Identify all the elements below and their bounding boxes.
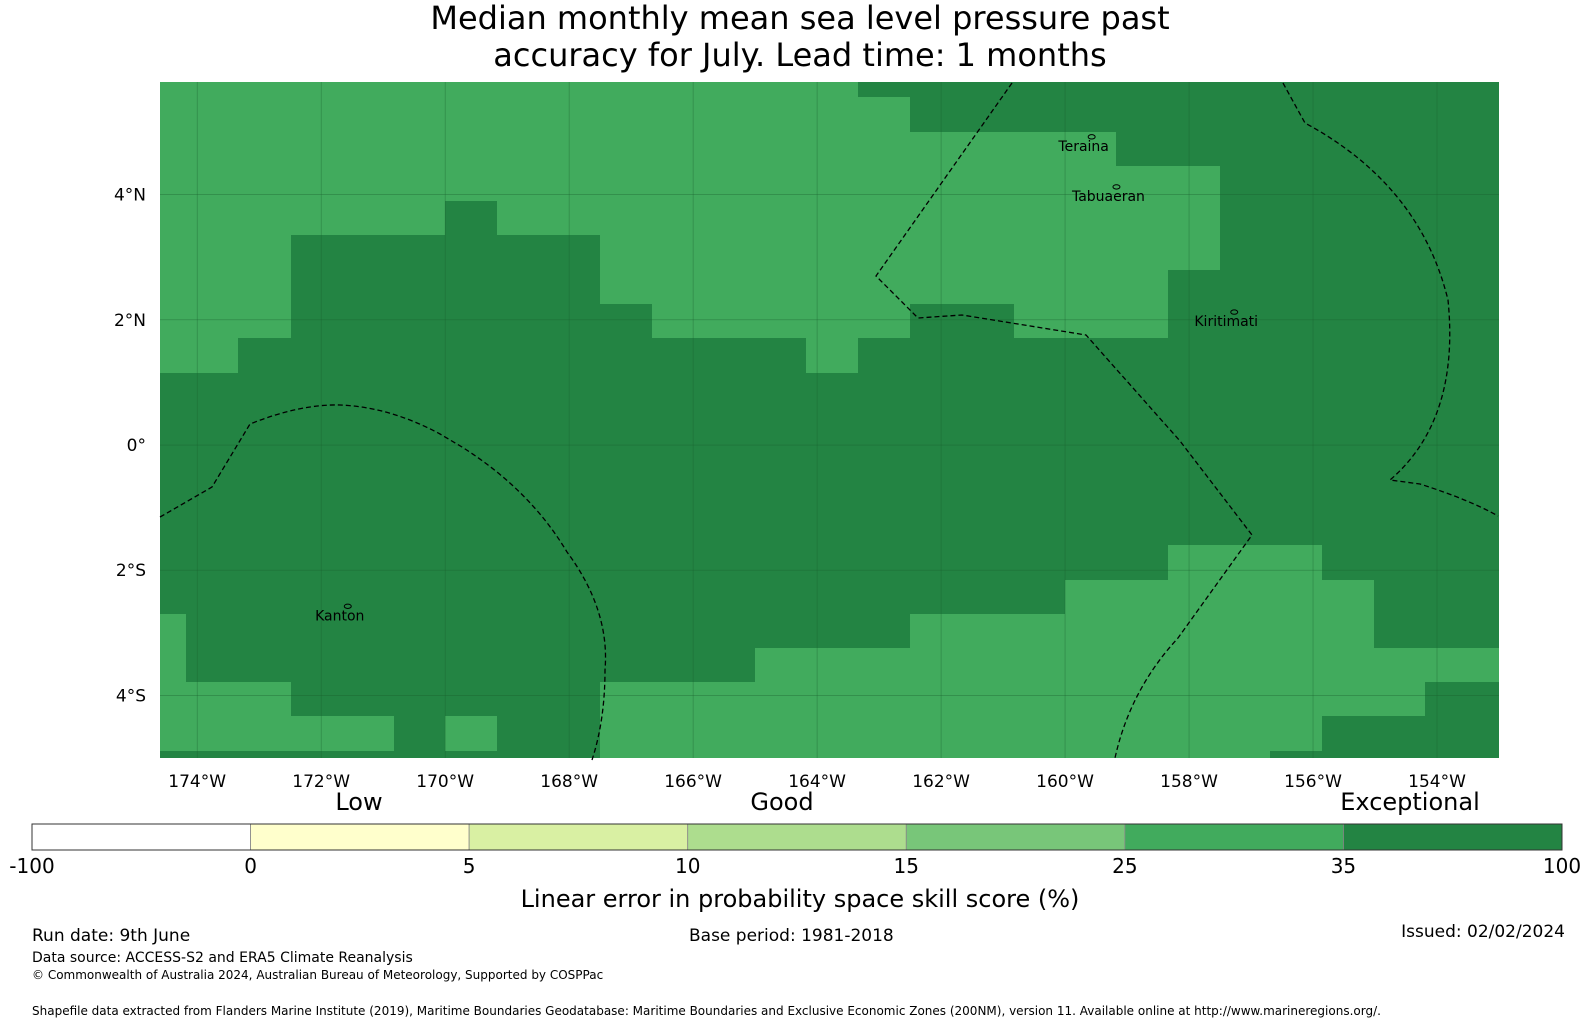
eez-boundary-kiritimati bbox=[1282, 82, 1499, 517]
map-gridlines bbox=[160, 82, 1499, 758]
colorbar-band bbox=[1124, 823, 1344, 851]
colorbar-tick-label: 15 bbox=[894, 854, 919, 878]
lon-tick-label: 154°W bbox=[1408, 772, 1466, 792]
colorbar-band bbox=[31, 823, 251, 851]
colorbar-category-label: Low bbox=[335, 788, 382, 816]
colorbar-tick-label: 5 bbox=[463, 854, 476, 878]
lon-tick-label: 164°W bbox=[788, 772, 846, 792]
island-outline bbox=[343, 603, 352, 609]
map-panel: Teraina Tabuaeran Kiritimati Kanton 4°N 2°N 0… bbox=[114, 82, 1499, 792]
lon-tick-label: 172°W bbox=[292, 772, 350, 792]
lon-tick-label: 174°W bbox=[168, 772, 226, 792]
colorbar-label: Linear error in probability space skill … bbox=[520, 885, 1080, 913]
lat-tick-label: 2°S bbox=[116, 561, 146, 581]
eez-boundaries bbox=[159, 82, 1499, 761]
colorbar-band bbox=[468, 823, 689, 851]
lat-tick-label: 4°N bbox=[114, 186, 146, 206]
colorbar-tick-label: 10 bbox=[675, 854, 700, 878]
colorbar-band bbox=[250, 823, 470, 851]
lat-tick-label: 0° bbox=[127, 436, 146, 456]
shapefile-credit: Shapefile data extracted from Flanders M… bbox=[32, 1004, 1381, 1018]
issued-date: Issued: 02/02/2024 bbox=[1401, 922, 1565, 942]
colorbar: Low Good Exceptional -100 0 5 10 15 25 35 100 bbox=[9, 788, 1581, 878]
colorbar-tick-label: 25 bbox=[1112, 854, 1137, 878]
colorbar-categories: Low Good Exceptional bbox=[335, 788, 1479, 816]
island-label: Kanton bbox=[315, 608, 364, 624]
lon-tick-label: 166°W bbox=[664, 772, 722, 792]
map-title-line-2: accuracy for July. Lead time: 1 months bbox=[493, 36, 1107, 74]
field-patch-25-35 bbox=[160, 614, 497, 751]
lat-tick-label: 2°N bbox=[114, 311, 146, 331]
lon-tick-label: 168°W bbox=[540, 772, 598, 792]
colorbar-category-label: Exceptional bbox=[1340, 788, 1480, 816]
lon-tick-label: 160°W bbox=[1036, 772, 1094, 792]
island-outline bbox=[1112, 184, 1121, 190]
map-axis-labels: 4°N 2°N 0° 2°S 4°S 174°W 172°W 170°W 168°W 166°W 1… bbox=[114, 186, 1466, 792]
colorbar-band bbox=[687, 823, 907, 851]
lon-tick-label: 158°W bbox=[1160, 772, 1218, 792]
run-date: Run date: 9th June bbox=[32, 926, 191, 946]
island-outline bbox=[1230, 309, 1239, 315]
colorbar-tick-label: 0 bbox=[244, 854, 257, 878]
island-label: Teraina bbox=[1057, 139, 1108, 155]
map-title-line-1: Median monthly mean sea level pressure p… bbox=[430, 0, 1170, 37]
colorbar-tick-label: -100 bbox=[9, 854, 54, 878]
map-title: Median monthly mean sea level pressure p… bbox=[0, 0, 1590, 74]
field-patch-25-35 bbox=[160, 82, 1220, 373]
eez-boundary-kanton bbox=[159, 404, 607, 761]
field-patch-25-35 bbox=[600, 545, 1499, 758]
base-period: Base period: 1981-2018 bbox=[689, 926, 894, 946]
copyright: © Commonwealth of Australia 2024, Austra… bbox=[32, 968, 604, 982]
island-label: Tabuaeran bbox=[1071, 189, 1145, 205]
colorbar-category-label: Good bbox=[750, 788, 813, 816]
colorbar-band bbox=[905, 823, 1126, 851]
lat-tick-label: 4°S bbox=[116, 686, 146, 706]
lon-tick-label: 170°W bbox=[416, 772, 474, 792]
colorbar-tick-label: 35 bbox=[1331, 854, 1356, 878]
lon-tick-label: 156°W bbox=[1284, 772, 1342, 792]
colorbar-outline bbox=[31, 823, 1563, 851]
colorbar-ticks: -100 0 5 10 15 25 35 100 bbox=[9, 854, 1581, 878]
colorbar-band bbox=[1343, 823, 1563, 851]
colorbar-tick-label: 100 bbox=[1543, 854, 1581, 878]
lon-tick-label: 162°W bbox=[912, 772, 970, 792]
island-label: Kiritimati bbox=[1194, 314, 1258, 330]
island-markers: Teraina Tabuaeran Kiritimati Kanton bbox=[315, 134, 1258, 624]
data-source: Data source: ACCESS-S2 and ERA5 Climate … bbox=[32, 950, 413, 966]
colorbar-bands bbox=[31, 823, 1563, 851]
eez-boundary-line-islands bbox=[875, 82, 1253, 759]
island-outline bbox=[1087, 134, 1096, 140]
